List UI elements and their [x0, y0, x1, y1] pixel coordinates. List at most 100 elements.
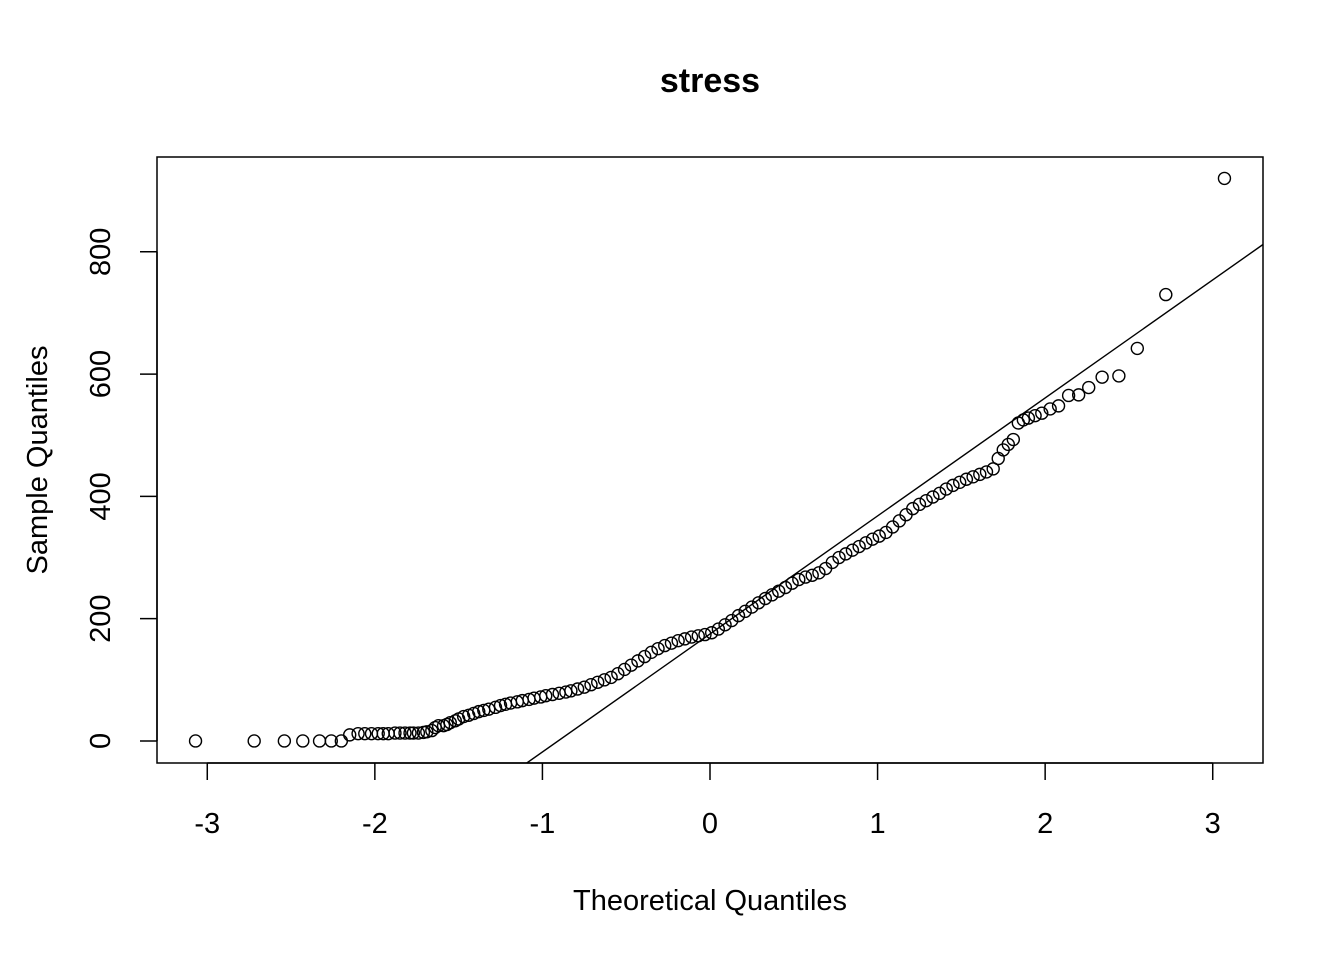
data-point — [671, 633, 685, 648]
data-point — [493, 698, 508, 713]
data-point — [906, 501, 920, 516]
data-point — [664, 636, 679, 650]
data-point — [411, 726, 426, 740]
data-point — [591, 675, 605, 689]
data-point — [651, 641, 665, 656]
data-point — [611, 667, 625, 681]
y-tick-label: 200 — [85, 594, 117, 642]
data-point — [678, 632, 692, 646]
x-tick-label: -1 — [530, 808, 556, 840]
data-point — [324, 734, 338, 748]
data-point — [570, 682, 585, 696]
data-point — [1112, 369, 1126, 383]
data-point — [731, 608, 746, 623]
data-point — [393, 726, 407, 740]
reference-line-group — [526, 243, 1264, 764]
data-point — [658, 638, 672, 653]
data-point — [1006, 432, 1021, 447]
data-point — [1061, 388, 1076, 403]
data-point — [711, 622, 726, 636]
data-point — [751, 596, 766, 610]
data-point — [852, 539, 866, 554]
y-tick-label: 0 — [85, 733, 117, 749]
data-point — [812, 566, 826, 580]
data-point — [456, 709, 471, 724]
data-point — [738, 604, 752, 619]
data-point — [939, 482, 953, 496]
data-point — [1051, 399, 1066, 413]
data-point — [247, 734, 261, 748]
data-point — [979, 465, 994, 479]
data-point — [1035, 406, 1049, 420]
data-point — [296, 734, 310, 748]
data-point — [926, 490, 940, 504]
data-point — [872, 529, 886, 543]
data-point — [932, 486, 947, 501]
data-point — [1001, 437, 1015, 452]
data-point — [798, 570, 813, 584]
data-point — [952, 475, 967, 490]
data-point — [725, 613, 739, 628]
data-point — [698, 627, 712, 642]
y-tick-label: 600 — [85, 350, 117, 398]
data-point — [644, 645, 659, 660]
y-tick-label: 400 — [85, 472, 117, 520]
x-axis-label: Theoretical Quantiles — [573, 885, 847, 917]
data-point — [792, 572, 806, 587]
data-point — [839, 547, 853, 561]
x-tick-label: 0 — [702, 808, 718, 840]
data-point — [1071, 388, 1086, 402]
data-point — [343, 728, 357, 742]
data-point — [403, 726, 417, 740]
data-point — [188, 734, 203, 748]
data-point — [1021, 411, 1036, 425]
data-point — [1130, 341, 1145, 356]
data-point — [631, 654, 645, 668]
data-point — [845, 543, 860, 557]
data-point — [577, 680, 592, 694]
data-point — [617, 662, 632, 677]
data-point — [1159, 287, 1173, 302]
data-point — [351, 726, 365, 741]
data-point — [406, 726, 421, 740]
reference-line — [526, 243, 1264, 764]
y-tick-label: 800 — [85, 228, 117, 276]
data-point — [745, 600, 759, 614]
data-point — [482, 702, 496, 716]
data-point — [684, 630, 699, 644]
data-point — [832, 550, 846, 565]
data-point — [1082, 380, 1096, 395]
chart-title: stress — [660, 62, 760, 100]
plot-frame — [156, 156, 1264, 764]
data-point — [966, 470, 980, 484]
data-point — [865, 532, 880, 546]
data-point — [604, 670, 618, 685]
data-point — [624, 658, 638, 672]
x-tick-label: -3 — [194, 808, 220, 840]
data-point — [472, 704, 486, 719]
data-point — [277, 734, 292, 748]
data-point — [371, 726, 385, 741]
data-point — [973, 467, 987, 482]
y-axis: 0 200 400 600 800 — [85, 228, 158, 749]
data-point — [564, 684, 578, 698]
data-point — [388, 726, 402, 740]
data-point — [1217, 171, 1232, 186]
data-point — [919, 493, 933, 508]
x-tick-label: 3 — [1205, 808, 1221, 840]
data-point — [539, 689, 553, 703]
y-axis-label: Sample Quantiles — [22, 346, 54, 575]
data-point — [584, 678, 598, 692]
data-point — [912, 497, 927, 512]
data-point — [859, 536, 873, 550]
data-point — [420, 725, 434, 739]
x-tick-label: -2 — [362, 808, 388, 840]
data-point — [1043, 402, 1057, 416]
data-points — [188, 171, 1232, 748]
data-point — [946, 478, 960, 493]
data-point — [1028, 408, 1042, 423]
data-point — [718, 618, 732, 632]
data-point — [785, 576, 799, 590]
x-tick-label: 2 — [1037, 808, 1053, 840]
